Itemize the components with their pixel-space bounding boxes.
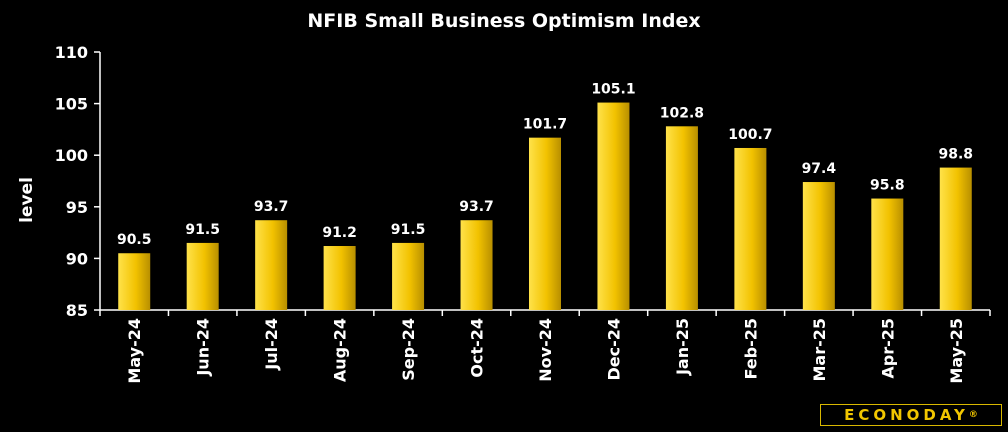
bar	[939, 167, 972, 310]
x-tick-label: Oct-24	[468, 318, 487, 378]
x-tick-label: Jun-24	[194, 318, 213, 377]
bar	[255, 220, 288, 310]
y-axis-label: level	[17, 177, 37, 223]
bar	[597, 102, 630, 311]
bar	[392, 242, 425, 310]
data-label: 91.5	[185, 222, 220, 238]
bar	[186, 242, 219, 310]
x-tick-label: Feb-25	[741, 318, 760, 380]
data-label: 90.5	[117, 232, 152, 248]
y-tick-label: 90	[66, 249, 88, 268]
bar	[802, 182, 835, 310]
chart-title: NFIB Small Business Optimism Index	[307, 10, 700, 32]
bar	[871, 198, 904, 310]
data-label: 91.2	[322, 225, 357, 241]
bar	[460, 220, 493, 310]
x-tick-label: Jan-25	[673, 318, 692, 376]
x-tick-label: Nov-24	[536, 318, 555, 382]
brand-text: ECONODAY	[844, 406, 969, 424]
x-tick-label: Aug-24	[331, 318, 350, 382]
bar	[118, 253, 151, 310]
y-tick-label: 85	[66, 301, 88, 320]
x-tick-label: Jul-24	[262, 318, 281, 371]
econoday-logo: ECONODAY ®	[820, 404, 1002, 426]
data-label: 93.7	[254, 199, 289, 215]
x-tick-label: May-24	[125, 318, 144, 384]
y-tick-label: 95	[66, 198, 88, 217]
bar	[323, 246, 356, 310]
x-tick-label: May-25	[947, 318, 966, 384]
y-tick-label: 105	[55, 95, 88, 114]
data-label: 105.1	[591, 82, 635, 98]
x-tick-label: Sep-24	[399, 318, 418, 381]
x-tick-label: Mar-25	[810, 318, 829, 382]
data-label: 91.5	[391, 222, 426, 238]
data-label: 97.4	[802, 161, 837, 177]
data-label: 101.7	[523, 117, 567, 133]
data-label: 100.7	[728, 127, 772, 143]
brand-mark: ®	[968, 410, 978, 420]
data-label: 98.8	[938, 147, 973, 163]
y-tick-label: 110	[55, 43, 88, 62]
data-label: 93.7	[459, 199, 494, 215]
data-label: 95.8	[870, 178, 905, 194]
x-tick-label: Apr-25	[878, 318, 897, 379]
bar	[734, 147, 767, 310]
bar	[665, 126, 698, 310]
data-label: 102.8	[660, 105, 704, 121]
y-tick-label: 100	[55, 146, 88, 165]
x-tick-label: Dec-24	[604, 318, 623, 381]
bar	[529, 137, 561, 310]
